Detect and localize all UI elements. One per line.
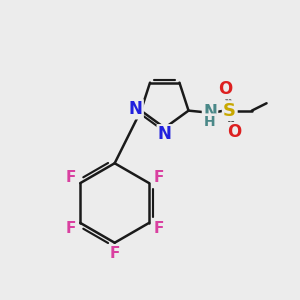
Text: F: F xyxy=(110,246,120,261)
Text: N: N xyxy=(203,103,217,121)
Text: O: O xyxy=(218,80,232,98)
Text: H: H xyxy=(204,115,216,128)
Text: N: N xyxy=(158,125,172,143)
Text: N: N xyxy=(129,100,142,118)
Text: O: O xyxy=(227,123,241,141)
Text: F: F xyxy=(154,170,164,185)
Text: F: F xyxy=(154,221,164,236)
Text: F: F xyxy=(65,221,76,236)
Text: F: F xyxy=(65,170,76,185)
Text: S: S xyxy=(223,102,236,120)
